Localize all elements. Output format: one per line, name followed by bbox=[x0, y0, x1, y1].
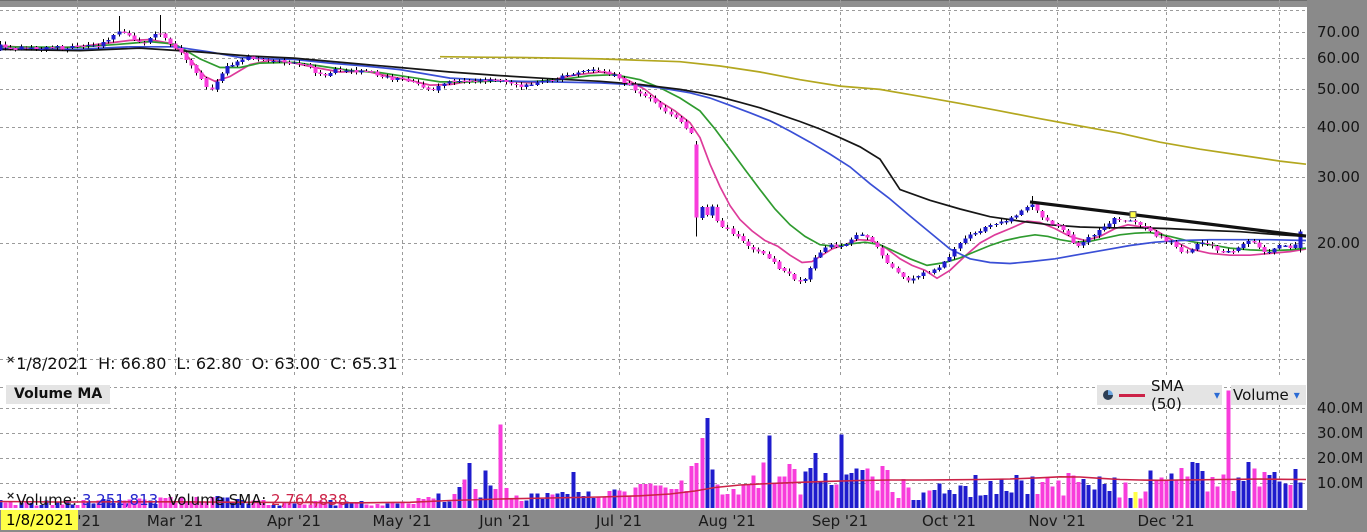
volume-sma-line[interactable] bbox=[0, 475, 1307, 504]
chart-canvas[interactable] bbox=[0, 0, 1307, 510]
month-label: Oct '21 bbox=[922, 512, 976, 530]
price-axis-tick: 50.00 bbox=[1317, 80, 1360, 98]
sma-line-sample-icon bbox=[1119, 393, 1145, 397]
volume-pane-title[interactable]: Volume MA bbox=[6, 385, 111, 404]
volume-sma-legend[interactable]: SMA (50) ▾ bbox=[1097, 377, 1222, 413]
ohlc-readout: ×1/8/2021 H: 66.80 L: 62.80 O: 63.00 C: 65.3… bbox=[6, 353, 398, 373]
volume-legend-label: Volume bbox=[1233, 386, 1289, 404]
close-icon[interactable]: × bbox=[6, 353, 16, 366]
chevron-down-icon[interactable]: ▾ bbox=[1293, 388, 1300, 402]
price-scale-axis[interactable] bbox=[1307, 0, 1367, 532]
open-label: O: bbox=[251, 354, 270, 373]
drawn-trendline[interactable] bbox=[1029, 200, 1307, 238]
ma-200-olive[interactable] bbox=[439, 55, 1307, 166]
open-value: 63.00 bbox=[274, 354, 321, 373]
volume-axis-tick: 10.0M bbox=[1317, 474, 1364, 492]
ma-mid-green[interactable] bbox=[0, 40, 1307, 267]
month-label: Apr '21 bbox=[267, 512, 321, 530]
time-scale-axis[interactable]: 1/8/2021 '21 Mar '21 Apr '21 May '21 Jun '21… bbox=[0, 510, 1367, 532]
close-label: C: bbox=[330, 354, 347, 373]
low-value: 62.80 bbox=[195, 354, 242, 373]
gridlines bbox=[0, 0, 1307, 508]
volume-readout: ×Volume: 3,251,813 Volume SMA: 2,764,838 bbox=[6, 489, 347, 509]
volume-sma-label: Volume SMA: bbox=[168, 491, 267, 509]
volume-axis-tick: 40.0M bbox=[1317, 399, 1364, 417]
chevron-down-icon[interactable]: ▾ bbox=[1213, 388, 1220, 402]
close-icon[interactable]: × bbox=[6, 489, 16, 502]
indicator-source-icon[interactable] bbox=[1103, 390, 1113, 400]
month-label: Jul '21 bbox=[595, 512, 643, 530]
low-label: L: bbox=[176, 354, 191, 373]
month-label: Dec '21 bbox=[1137, 512, 1195, 530]
crosshair-date-chip: 1/8/2021 bbox=[1, 510, 79, 530]
volume-value: 3,251,813 bbox=[81, 491, 159, 509]
price-axis-tick: 70.00 bbox=[1317, 23, 1360, 41]
month-label: '21 bbox=[77, 512, 101, 530]
month-label: Sep '21 bbox=[811, 512, 869, 530]
ma-slowest-black[interactable] bbox=[0, 47, 1307, 238]
month-label: May '21 bbox=[372, 512, 432, 530]
high-value: 66.80 bbox=[120, 354, 167, 373]
ma-slow-blue[interactable] bbox=[0, 45, 1307, 265]
volume-legend[interactable]: Volume ▾ bbox=[1231, 385, 1306, 405]
month-label: Jun '21 bbox=[479, 512, 531, 530]
volume-sma-value: 2,764,838 bbox=[271, 491, 348, 509]
high-label: H: bbox=[98, 354, 116, 373]
sma-legend-label: SMA (50) bbox=[1151, 377, 1184, 413]
ma-fast-pink[interactable] bbox=[0, 38, 1307, 280]
close-value: 65.31 bbox=[351, 354, 398, 373]
month-label: Aug '21 bbox=[698, 512, 756, 530]
volume-bars[interactable] bbox=[0, 390, 1303, 509]
month-label: Mar '21 bbox=[146, 512, 204, 530]
price-axis-tick: 20.00 bbox=[1317, 234, 1360, 252]
trendline-handle[interactable] bbox=[1129, 211, 1137, 219]
volume-label: Volume: bbox=[16, 491, 78, 509]
candles[interactable] bbox=[0, 31, 1303, 282]
month-label: Nov '21 bbox=[1028, 512, 1086, 530]
volume-axis-tick: 30.0M bbox=[1317, 424, 1364, 442]
volume-axis-tick: 20.0M bbox=[1317, 449, 1364, 467]
ohlc-date: 1/8/2021 bbox=[16, 354, 89, 373]
pane-separator-handle[interactable] bbox=[0, 0, 1367, 8]
price-axis-tick: 40.00 bbox=[1317, 118, 1360, 136]
price-axis-tick: 30.00 bbox=[1317, 168, 1360, 186]
price-axis-tick: 60.00 bbox=[1317, 49, 1360, 67]
